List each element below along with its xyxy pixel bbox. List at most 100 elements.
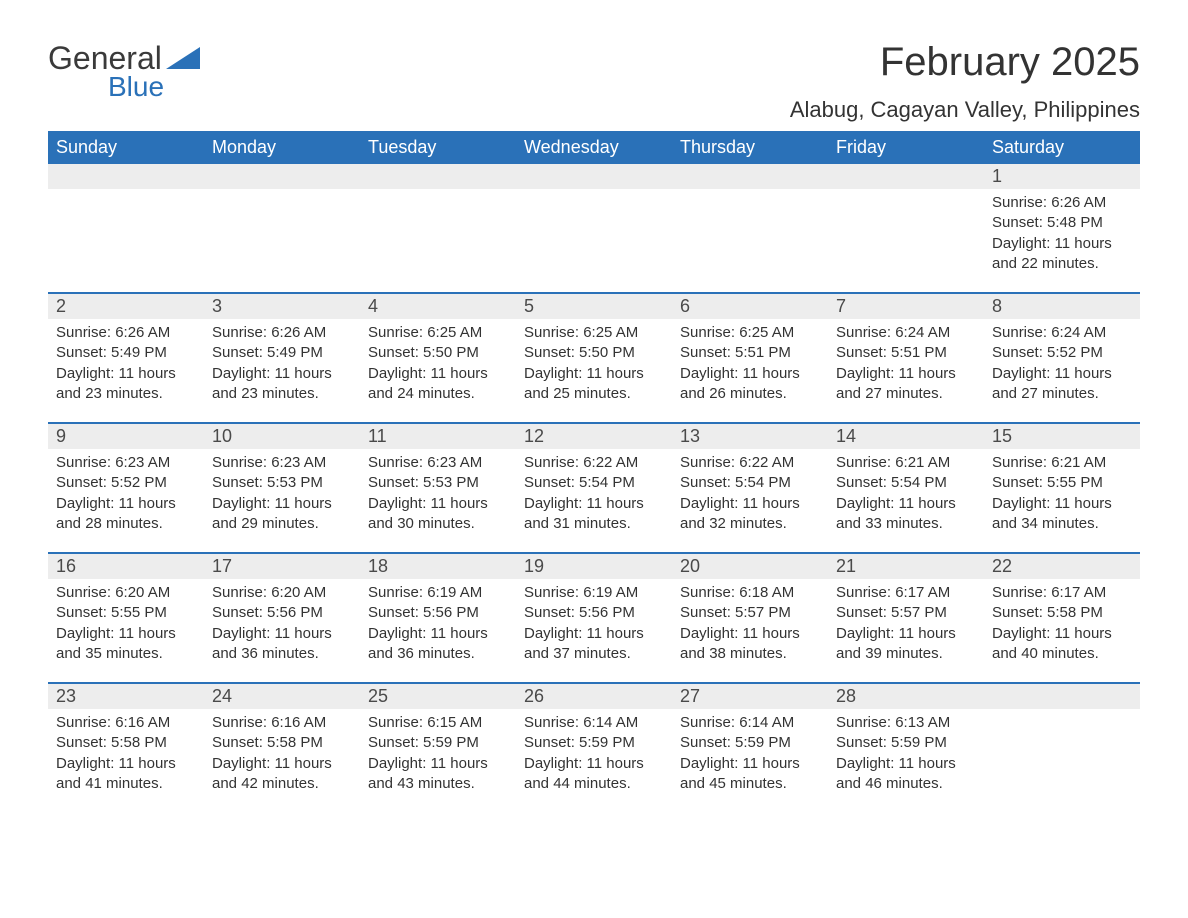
location-subtitle: Alabug, Cagayan Valley, Philippines	[790, 97, 1140, 123]
sunrise-line: Sunrise: 6:25 AM	[680, 323, 820, 343]
logo-word-blue: Blue	[108, 71, 164, 103]
day-number-cell: 4	[360, 293, 516, 319]
daylight-line: Daylight: 11 hours and 44 minutes.	[524, 754, 664, 795]
sunset-line: Sunset: 5:52 PM	[992, 343, 1132, 363]
sunrise-line: Sunrise: 6:26 AM	[212, 323, 352, 343]
day-detail-cell: Sunrise: 6:22 AMSunset: 5:54 PMDaylight:…	[672, 449, 828, 553]
day-number-cell: 11	[360, 423, 516, 449]
sunset-line: Sunset: 5:54 PM	[524, 473, 664, 493]
day-number-cell: 18	[360, 553, 516, 579]
day-number-cell: 8	[984, 293, 1140, 319]
sunrise-line: Sunrise: 6:22 AM	[680, 453, 820, 473]
sunset-line: Sunset: 5:56 PM	[524, 603, 664, 623]
page-title: February 2025	[790, 40, 1140, 85]
sunset-line: Sunset: 5:58 PM	[212, 733, 352, 753]
weekday-header: Monday	[204, 131, 360, 164]
day-number-cell: 6	[672, 293, 828, 319]
day-number-cell: 1	[984, 164, 1140, 189]
day-number-cell: 10	[204, 423, 360, 449]
day-detail-cell: Sunrise: 6:17 AMSunset: 5:58 PMDaylight:…	[984, 579, 1140, 683]
day-detail-cell	[984, 709, 1140, 813]
day-detail-cell: Sunrise: 6:23 AMSunset: 5:53 PMDaylight:…	[360, 449, 516, 553]
sunset-line: Sunset: 5:59 PM	[680, 733, 820, 753]
sunrise-line: Sunrise: 6:13 AM	[836, 713, 976, 733]
day-number-cell: 17	[204, 553, 360, 579]
sunset-line: Sunset: 5:57 PM	[680, 603, 820, 623]
day-detail-cell: Sunrise: 6:15 AMSunset: 5:59 PMDaylight:…	[360, 709, 516, 813]
day-detail-cell: Sunrise: 6:26 AMSunset: 5:49 PMDaylight:…	[48, 319, 204, 423]
sunrise-line: Sunrise: 6:15 AM	[368, 713, 508, 733]
sunset-line: Sunset: 5:58 PM	[992, 603, 1132, 623]
day-detail-cell: Sunrise: 6:24 AMSunset: 5:51 PMDaylight:…	[828, 319, 984, 423]
daylight-line: Daylight: 11 hours and 38 minutes.	[680, 624, 820, 665]
day-number-row: 2345678	[48, 293, 1140, 319]
day-detail-cell: Sunrise: 6:25 AMSunset: 5:51 PMDaylight:…	[672, 319, 828, 423]
sunset-line: Sunset: 5:59 PM	[836, 733, 976, 753]
sunrise-line: Sunrise: 6:24 AM	[992, 323, 1132, 343]
sunset-line: Sunset: 5:53 PM	[212, 473, 352, 493]
sunrise-line: Sunrise: 6:23 AM	[368, 453, 508, 473]
day-number-cell: .	[984, 683, 1140, 709]
sunset-line: Sunset: 5:52 PM	[56, 473, 196, 493]
daylight-line: Daylight: 11 hours and 27 minutes.	[836, 364, 976, 405]
day-details-row: Sunrise: 6:26 AMSunset: 5:49 PMDaylight:…	[48, 319, 1140, 423]
sunset-line: Sunset: 5:59 PM	[524, 733, 664, 753]
day-number-cell: 20	[672, 553, 828, 579]
sunset-line: Sunset: 5:49 PM	[212, 343, 352, 363]
daylight-line: Daylight: 11 hours and 43 minutes.	[368, 754, 508, 795]
day-number-cell: 13	[672, 423, 828, 449]
sunrise-line: Sunrise: 6:16 AM	[56, 713, 196, 733]
day-detail-cell: Sunrise: 6:19 AMSunset: 5:56 PMDaylight:…	[516, 579, 672, 683]
sunrise-line: Sunrise: 6:23 AM	[56, 453, 196, 473]
sunset-line: Sunset: 5:50 PM	[368, 343, 508, 363]
sunset-line: Sunset: 5:51 PM	[836, 343, 976, 363]
day-detail-cell: Sunrise: 6:26 AMSunset: 5:49 PMDaylight:…	[204, 319, 360, 423]
day-detail-cell: Sunrise: 6:13 AMSunset: 5:59 PMDaylight:…	[828, 709, 984, 813]
day-number-cell: 2	[48, 293, 204, 319]
daylight-line: Daylight: 11 hours and 29 minutes.	[212, 494, 352, 535]
sunrise-line: Sunrise: 6:14 AM	[680, 713, 820, 733]
day-number-cell: 21	[828, 553, 984, 579]
day-detail-cell: Sunrise: 6:25 AMSunset: 5:50 PMDaylight:…	[360, 319, 516, 423]
day-detail-cell: Sunrise: 6:14 AMSunset: 5:59 PMDaylight:…	[672, 709, 828, 813]
title-block: February 2025 Alabug, Cagayan Valley, Ph…	[790, 40, 1140, 123]
day-detail-cell: Sunrise: 6:19 AMSunset: 5:56 PMDaylight:…	[360, 579, 516, 683]
sunrise-line: Sunrise: 6:19 AM	[524, 583, 664, 603]
daylight-line: Daylight: 11 hours and 34 minutes.	[992, 494, 1132, 535]
sunrise-line: Sunrise: 6:20 AM	[212, 583, 352, 603]
day-detail-cell	[672, 189, 828, 293]
day-detail-cell: Sunrise: 6:20 AMSunset: 5:56 PMDaylight:…	[204, 579, 360, 683]
sunset-line: Sunset: 5:56 PM	[368, 603, 508, 623]
day-detail-cell: Sunrise: 6:17 AMSunset: 5:57 PMDaylight:…	[828, 579, 984, 683]
daylight-line: Daylight: 11 hours and 37 minutes.	[524, 624, 664, 665]
sunset-line: Sunset: 5:54 PM	[836, 473, 976, 493]
sunset-line: Sunset: 5:53 PM	[368, 473, 508, 493]
sunset-line: Sunset: 5:58 PM	[56, 733, 196, 753]
day-detail-cell: Sunrise: 6:21 AMSunset: 5:54 PMDaylight:…	[828, 449, 984, 553]
sunrise-line: Sunrise: 6:26 AM	[992, 193, 1132, 213]
day-number-cell: 24	[204, 683, 360, 709]
sunrise-line: Sunrise: 6:18 AM	[680, 583, 820, 603]
day-number-cell: 3	[204, 293, 360, 319]
day-detail-cell: Sunrise: 6:24 AMSunset: 5:52 PMDaylight:…	[984, 319, 1140, 423]
daylight-line: Daylight: 11 hours and 25 minutes.	[524, 364, 664, 405]
calendar-table: SundayMondayTuesdayWednesdayThursdayFrid…	[48, 131, 1140, 813]
sunset-line: Sunset: 5:48 PM	[992, 213, 1132, 233]
day-number-cell: 14	[828, 423, 984, 449]
day-detail-cell: Sunrise: 6:21 AMSunset: 5:55 PMDaylight:…	[984, 449, 1140, 553]
daylight-line: Daylight: 11 hours and 23 minutes.	[212, 364, 352, 405]
day-number-cell: 15	[984, 423, 1140, 449]
sunrise-line: Sunrise: 6:23 AM	[212, 453, 352, 473]
daylight-line: Daylight: 11 hours and 22 minutes.	[992, 234, 1132, 275]
day-number-cell: .	[48, 164, 204, 189]
day-number-row: 232425262728.	[48, 683, 1140, 709]
sunrise-line: Sunrise: 6:21 AM	[836, 453, 976, 473]
sunset-line: Sunset: 5:54 PM	[680, 473, 820, 493]
daylight-line: Daylight: 11 hours and 31 minutes.	[524, 494, 664, 535]
sunset-line: Sunset: 5:50 PM	[524, 343, 664, 363]
daylight-line: Daylight: 11 hours and 28 minutes.	[56, 494, 196, 535]
weekday-header: Saturday	[984, 131, 1140, 164]
sunrise-line: Sunrise: 6:25 AM	[368, 323, 508, 343]
calendar-body: ......1Sunrise: 6:26 AMSunset: 5:48 PMDa…	[48, 164, 1140, 813]
day-number-cell: 22	[984, 553, 1140, 579]
